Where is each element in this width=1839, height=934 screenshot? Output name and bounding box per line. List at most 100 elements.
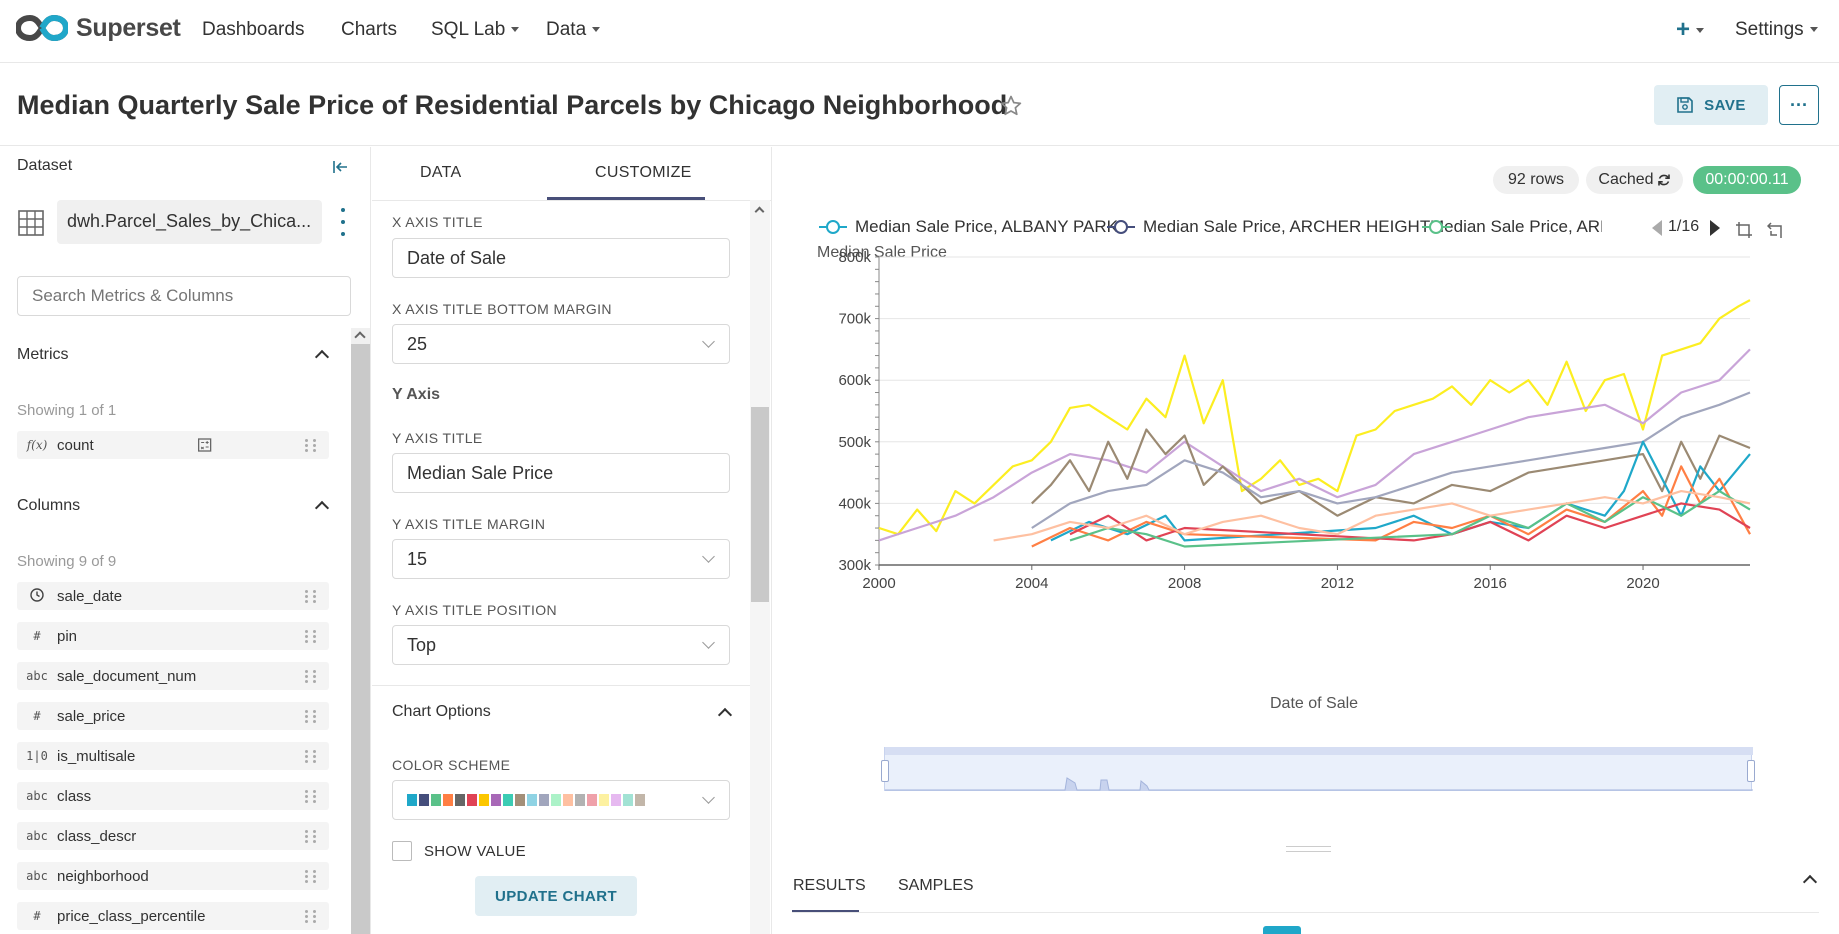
tab-samples[interactable]: SAMPLES xyxy=(898,877,974,894)
save-icon xyxy=(1677,97,1693,113)
legend-item[interactable]: Median Sale Price, ARCHER HEIGHTS xyxy=(1107,217,1442,237)
column-item[interactable]: abc class_descr xyxy=(17,822,329,850)
tab-customize[interactable]: CUSTOMIZE xyxy=(595,164,692,181)
scrollbar-track[interactable] xyxy=(351,328,370,934)
settings-label: Settings xyxy=(1735,19,1804,40)
y-axis-title-input[interactable]: Median Sale Price xyxy=(392,453,730,493)
update-chart-button[interactable]: UPDATE CHART xyxy=(475,876,637,916)
column-item[interactable]: abc neighborhood xyxy=(17,862,329,890)
metric-item[interactable]: f(x) count xyxy=(17,431,329,459)
legend-next-icon[interactable] xyxy=(1710,220,1720,236)
superset-logo-icon[interactable] xyxy=(16,14,68,42)
drag-handle-icon[interactable] xyxy=(305,868,317,884)
metric-name: count xyxy=(57,436,94,454)
cached-badge[interactable]: Cached xyxy=(1586,166,1683,194)
chevron-up-icon[interactable] xyxy=(717,707,733,723)
plus-icon[interactable]: + xyxy=(1676,16,1705,44)
chart-options-title[interactable]: Chart Options xyxy=(392,703,491,720)
drag-handle-icon[interactable] xyxy=(305,748,317,764)
column-item[interactable]: sale_date xyxy=(17,582,329,610)
scroll-up-icon[interactable] xyxy=(754,206,765,217)
nav-data-label: Data xyxy=(546,19,587,40)
column-item[interactable]: # price_class_percentile xyxy=(17,902,329,930)
color-swatch xyxy=(479,794,489,806)
scroll-up-icon[interactable] xyxy=(354,331,366,343)
column-item[interactable]: # sale_price xyxy=(17,702,329,730)
scrollbar-thumb[interactable] xyxy=(351,344,370,934)
active-tab-indicator xyxy=(792,910,859,912)
legend-item[interactable]: Median Sale Price, ARMC xyxy=(1422,217,1602,237)
legend-marker-icon xyxy=(1107,219,1135,235)
slider-handle-left[interactable] xyxy=(881,760,889,782)
color-scheme-select[interactable] xyxy=(392,780,730,820)
color-swatch xyxy=(563,794,573,806)
drag-handle-icon[interactable] xyxy=(305,788,317,804)
drag-handle-icon[interactable] xyxy=(305,588,317,604)
nav-data[interactable]: Data xyxy=(546,19,601,41)
data-zoom-slider[interactable] xyxy=(881,747,1755,791)
drag-handle-icon[interactable] xyxy=(305,628,317,644)
brand-name[interactable]: Superset xyxy=(76,14,181,42)
column-name: pin xyxy=(57,627,78,645)
chevron-up-icon[interactable] xyxy=(1802,874,1818,890)
kebab-menu-icon[interactable] xyxy=(341,208,345,236)
line-chart[interactable]: 300k 400k 500k 600k 700k 800k 2000 2004 2008 2012… xyxy=(773,247,1839,637)
color-swatch xyxy=(503,794,513,806)
column-item[interactable]: abc sale_document_num xyxy=(17,662,329,690)
string-type-icon: abc xyxy=(26,829,48,843)
legend-item[interactable]: Median Sale Price, ALBANY PARK xyxy=(819,217,1118,237)
slider-handle-right[interactable] xyxy=(1747,760,1755,782)
series-line xyxy=(878,299,1751,536)
table-icon xyxy=(18,210,44,236)
x-axis-title-input[interactable]: Date of Sale xyxy=(392,238,730,278)
chart-title[interactable]: Median Quarterly Sale Price of Residenti… xyxy=(17,90,1008,120)
drag-handle-icon[interactable] xyxy=(305,828,317,844)
column-item[interactable]: 1|0 is_multisale xyxy=(17,742,329,770)
save-button[interactable]: SAVE xyxy=(1654,85,1768,125)
x-axis-title: Date of Sale xyxy=(1270,695,1359,712)
drag-handle-icon[interactable] xyxy=(305,437,317,453)
nav-dashboards[interactable]: Dashboards xyxy=(202,19,305,40)
metrics-section-title[interactable]: Metrics xyxy=(17,346,69,363)
tab-data[interactable]: DATA xyxy=(420,164,462,181)
drag-handle-icon[interactable] xyxy=(305,708,317,724)
dataset-name[interactable]: dwh.Parcel_Sales_by_Chica... xyxy=(57,200,322,244)
scrollbar-thumb[interactable] xyxy=(751,407,769,602)
series-line xyxy=(1069,502,1751,542)
chevron-down-icon xyxy=(702,335,715,348)
search-input[interactable] xyxy=(17,276,351,316)
y-tick-label: 700k xyxy=(838,311,871,328)
column-item[interactable]: # pin xyxy=(17,622,329,650)
tab-results[interactable]: RESULTS xyxy=(793,877,866,894)
scrollbar-track[interactable] xyxy=(750,200,770,934)
drag-handle-icon[interactable] xyxy=(305,908,317,924)
zoom-reset-icon[interactable] xyxy=(1767,221,1785,239)
show-value-checkbox[interactable] xyxy=(392,841,412,861)
drag-handle-icon[interactable] xyxy=(305,668,317,684)
x-tick-label: 2004 xyxy=(1015,575,1048,592)
x-axis-bottom-margin-select[interactable]: 25 xyxy=(392,324,730,364)
settings-menu[interactable]: Settings xyxy=(1735,19,1818,41)
legend-prev-icon[interactable] xyxy=(1652,220,1662,236)
color-swatch xyxy=(407,794,417,806)
chart-panel: 92 rows Cached 00:00:00.11 Median Sale P… xyxy=(773,147,1839,934)
columns-section-title[interactable]: Columns xyxy=(17,497,81,514)
slider-top-bar[interactable] xyxy=(885,747,1753,755)
active-tab-indicator xyxy=(547,197,705,200)
column-item[interactable]: abc class xyxy=(17,782,329,810)
refresh-icon[interactable] xyxy=(1657,173,1671,187)
color-swatch xyxy=(467,794,477,806)
chevron-up-icon[interactable] xyxy=(314,349,330,365)
y-axis-title-margin-select[interactable]: 15 xyxy=(392,539,730,579)
y-axis-title-position-select[interactable]: Top xyxy=(392,625,730,665)
collapse-icon[interactable] xyxy=(332,160,348,174)
chevron-up-icon[interactable] xyxy=(314,500,330,516)
row-count-badge: 92 rows xyxy=(1493,166,1579,194)
resize-handle[interactable] xyxy=(1286,846,1331,852)
color-swatch xyxy=(611,794,621,806)
star-icon[interactable] xyxy=(999,94,1023,118)
nav-sql-lab[interactable]: SQL Lab xyxy=(431,19,520,41)
more-options-button[interactable]: ··· xyxy=(1779,85,1819,125)
zoom-icon[interactable] xyxy=(1735,221,1753,239)
nav-charts[interactable]: Charts xyxy=(341,19,397,40)
